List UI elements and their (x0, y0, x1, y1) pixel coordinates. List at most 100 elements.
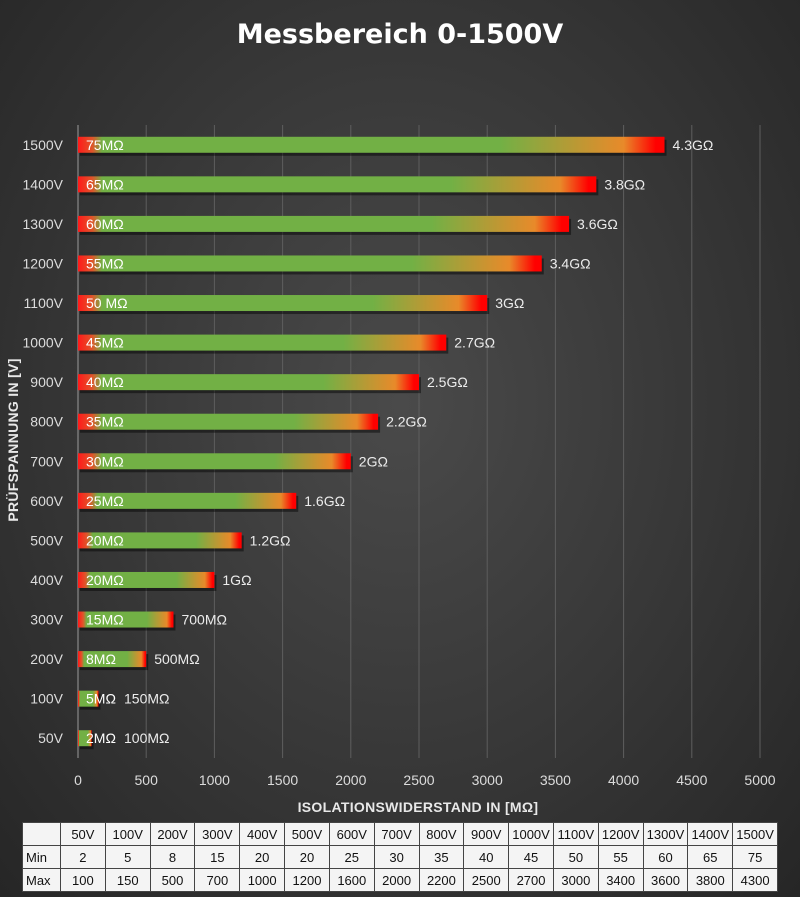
table-cell: 3000 (552, 868, 599, 892)
y-tick-labels: 50V 100V 200V 300V 400V 500V 600V 700V 800V 900V 1… (23, 137, 64, 746)
table-header-cell: 1200V (597, 822, 644, 846)
y-tick-label: 1300V (23, 216, 64, 232)
min-data-label: 55MΩ (86, 255, 124, 271)
table-row: Max 100 150 500 700 1000 1200 1600 2000 2200 2500 2… (22, 868, 778, 892)
x-tick-labels: 0 500 1000 1500 2000 2500 3000 3500 4000 4500 5000 (74, 772, 776, 788)
max-data-label: 1.6GΩ (304, 493, 345, 509)
max-data-label: 100MΩ (124, 730, 170, 746)
max-data-label: 2.5GΩ (427, 374, 468, 390)
bar (78, 255, 542, 272)
table-cell: 40 (463, 845, 510, 869)
table-cell: 700 (194, 868, 241, 892)
table-cell: 2700 (508, 868, 554, 892)
table-row: Min 2 5 8 15 20 20 25 30 35 40 45 50 55 60 65 75 (22, 845, 778, 869)
x-tick-label: 1500 (267, 772, 298, 788)
table-header-cell: 900V (463, 822, 510, 846)
bar (78, 295, 488, 312)
table-header-cell: 1300V (642, 822, 689, 846)
bar (78, 176, 597, 193)
bar (78, 453, 351, 470)
table-header-cell: 1500V (732, 822, 778, 846)
y-tick-label: 1100V (24, 295, 64, 311)
min-data-label: 40MΩ (86, 374, 124, 390)
table-cell: 1000 (239, 868, 286, 892)
x-tick-label: 3500 (540, 772, 571, 788)
table-header-cell: 200V (149, 822, 196, 846)
bar (78, 413, 379, 430)
min-data-label: 5MΩ (86, 691, 116, 707)
x-tick-label: 4000 (608, 772, 639, 788)
y-tick-label: 300V (30, 612, 63, 628)
table-cell: 35 (418, 845, 465, 869)
y-tick-label: 1200V (23, 255, 64, 271)
max-data-label: 150MΩ (124, 691, 170, 707)
table-cell: 3800 (687, 868, 734, 892)
y-tick-label: 100V (30, 691, 63, 707)
x-tick-label: 500 (135, 772, 159, 788)
table-cell: 30 (373, 845, 420, 869)
bar (78, 571, 215, 588)
table-cell: 65 (687, 845, 734, 869)
table-cell: 2500 (463, 868, 510, 892)
max-data-label: 1.2GΩ (250, 532, 291, 548)
x-tick-label: 0 (74, 772, 82, 788)
table-cell: 500 (149, 868, 196, 892)
bar (78, 651, 147, 668)
table-cell: 4300 (732, 868, 778, 892)
table-header-cell: 1100V (552, 822, 599, 846)
y-tick-label: 200V (30, 651, 63, 667)
y-tick-label: 50V (38, 730, 64, 746)
bar (78, 492, 297, 509)
bar (78, 611, 174, 628)
table-row-label: Min (22, 845, 61, 869)
x-tick-label: 2500 (403, 772, 434, 788)
min-data-label: 8MΩ (86, 651, 116, 667)
table-row-label: Max (22, 868, 61, 892)
table-cell: 3600 (642, 868, 689, 892)
bars: 2MΩ 100MΩ 5MΩ 150MΩ 8MΩ 500MΩ 15MΩ 700MΩ 20MΩ 1GΩ… (78, 136, 714, 750)
table-cell: 55 (597, 845, 644, 869)
table-cell: 100 (60, 868, 106, 892)
max-data-label: 4.3GΩ (673, 137, 714, 153)
min-data-label: 60MΩ (86, 216, 124, 232)
max-data-label: 700MΩ (181, 612, 227, 628)
table-cell: 2 (60, 845, 106, 869)
table-cell: 1200 (284, 868, 330, 892)
max-data-label: 2GΩ (359, 453, 388, 469)
table-header-cell: 800V (418, 822, 465, 846)
data-table: 50V 100V 200V 300V 400V 500V 600V 700V 800V 900V 1… (22, 822, 778, 892)
table-cell: 15 (194, 845, 241, 869)
table-cell: 5 (104, 845, 151, 869)
y-tick-label: 1500V (23, 137, 64, 153)
max-data-label: 3.8GΩ (604, 176, 645, 192)
max-data-label: 2.7GΩ (454, 335, 495, 351)
table-cell: 75 (732, 845, 778, 869)
min-data-label: 65MΩ (86, 176, 124, 192)
chart-title: Messbereich 0-1500V (237, 19, 564, 50)
min-data-label: 25MΩ (86, 493, 124, 509)
table-cell: 2200 (418, 868, 465, 892)
x-tick-label: 4500 (676, 772, 707, 788)
bar (78, 215, 570, 232)
table-cell: 150 (104, 868, 151, 892)
y-tick-label: 900V (30, 374, 63, 390)
x-tick-label: 1000 (199, 772, 230, 788)
y-tick-label: 600V (30, 493, 63, 509)
table-cell: 60 (642, 845, 689, 869)
chart: Messbereich 0-1500V 2MΩ 100MΩ 5MΩ 150MΩ 8MΩ 5… (5, 19, 776, 815)
x-tick-label: 2000 (335, 772, 366, 788)
y-tick-label: 700V (30, 453, 63, 469)
max-data-label: 3.4GΩ (550, 255, 591, 271)
max-data-label: 3GΩ (495, 295, 524, 311)
bar (78, 690, 99, 707)
y-tick-label: 800V (30, 414, 63, 430)
max-data-label: 3.6GΩ (577, 216, 618, 232)
min-data-label: 45MΩ (86, 335, 124, 351)
bar (78, 730, 92, 747)
min-data-label: 2MΩ (86, 730, 116, 746)
table-cell: 8 (149, 845, 196, 869)
table-header-cell: 400V (239, 822, 286, 846)
table-header-cell: 500V (284, 822, 330, 846)
table-corner-cell (22, 822, 61, 846)
table-header-cell: 1400V (687, 822, 734, 846)
